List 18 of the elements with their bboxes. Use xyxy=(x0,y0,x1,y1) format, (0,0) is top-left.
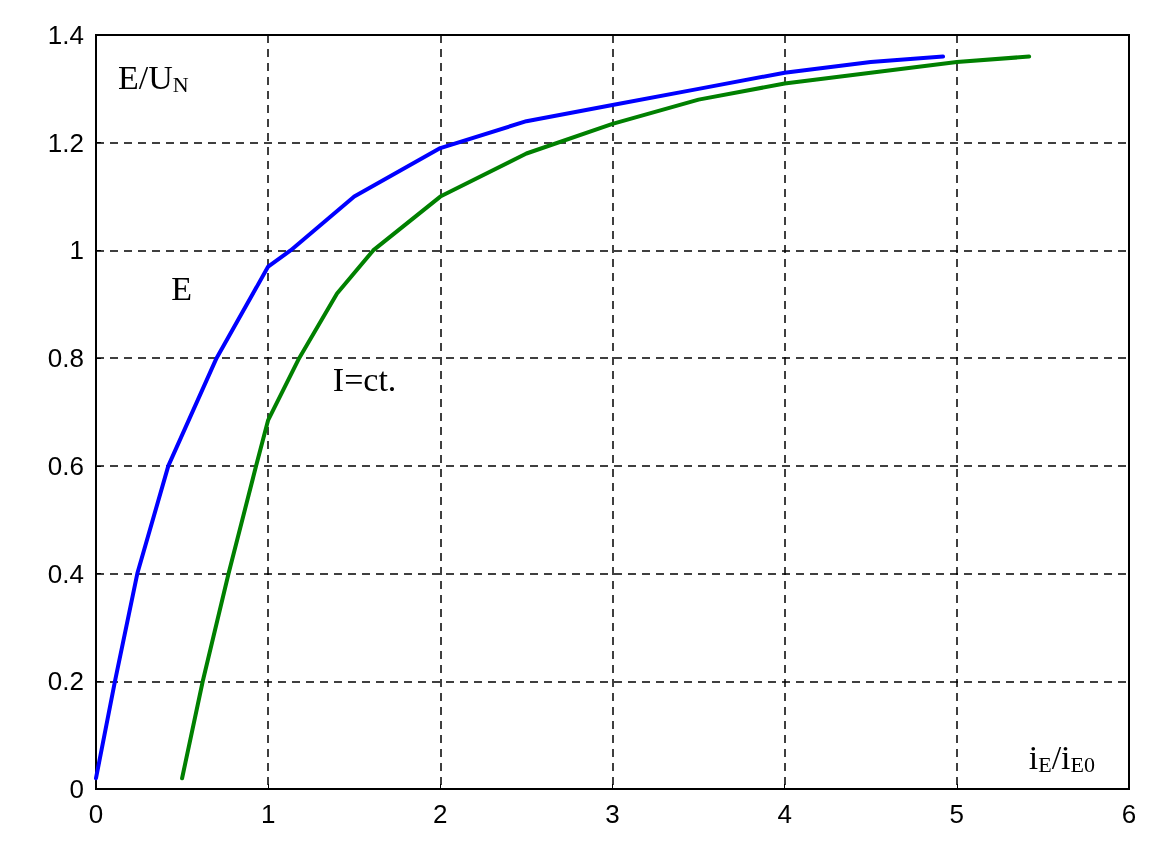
x-tick-label: 1 xyxy=(260,799,276,829)
annotation: I=ct. xyxy=(332,361,397,399)
y-tick-label: 0 xyxy=(69,774,84,804)
x-tick-label: 0 xyxy=(88,799,104,829)
annotation: E xyxy=(171,269,193,307)
x-tick-label: 4 xyxy=(777,799,792,829)
x-tick-label: 2 xyxy=(433,799,448,829)
y-tick-label: 0.6 xyxy=(47,450,84,481)
y-tick-label: 1.2 xyxy=(47,127,84,158)
y-tick-label: 0.4 xyxy=(47,558,84,589)
x-tick-label: 5 xyxy=(949,799,965,829)
x-tick-label: 3 xyxy=(605,799,620,829)
line-series xyxy=(94,54,946,781)
y-tick-label: 0.2 xyxy=(47,666,84,697)
y-tick-label: 1.4 xyxy=(47,20,84,50)
y-tick-label: 1 xyxy=(69,235,84,266)
y-tick-label: 0.8 xyxy=(47,343,84,374)
x-tick-label: 6 xyxy=(1121,799,1137,829)
